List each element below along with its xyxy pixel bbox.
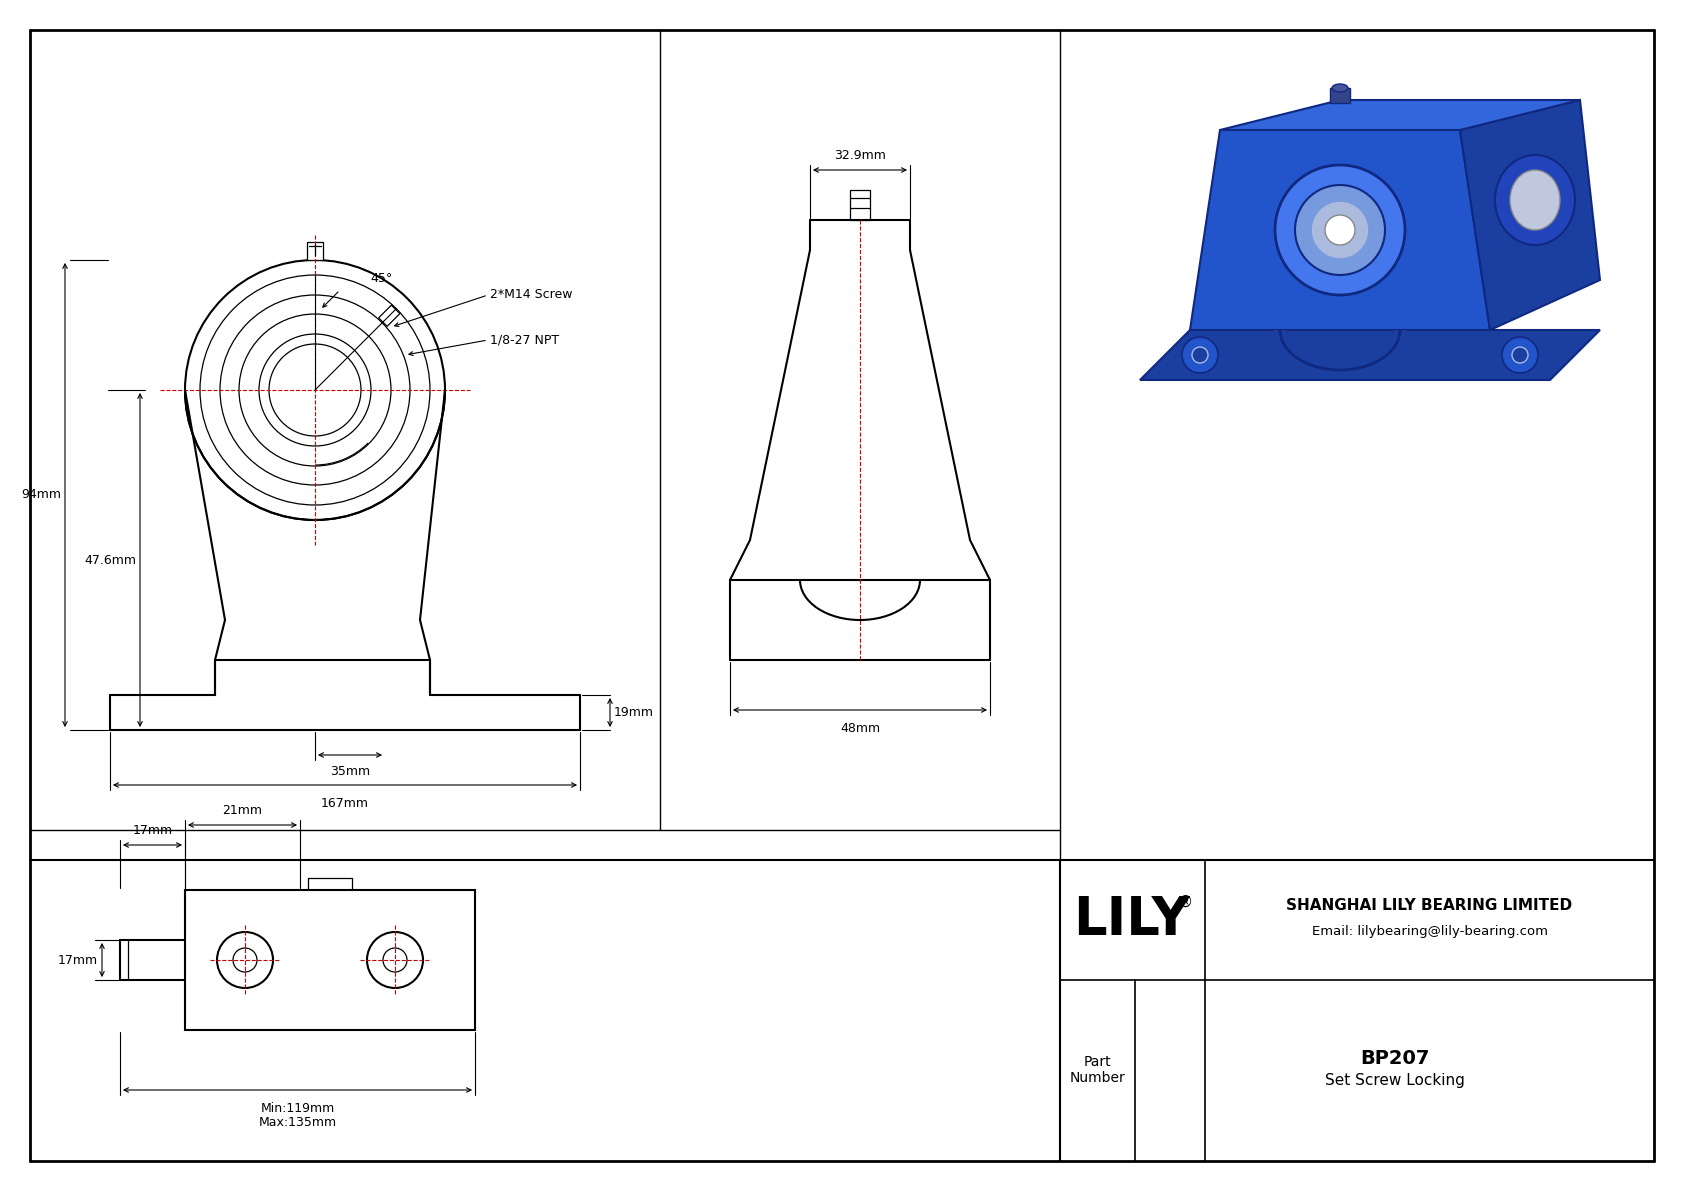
Circle shape <box>1182 337 1218 373</box>
Ellipse shape <box>1495 155 1575 245</box>
Text: 94mm: 94mm <box>20 488 61 501</box>
Text: BP207: BP207 <box>1359 1049 1430 1068</box>
Ellipse shape <box>1312 202 1367 257</box>
Text: 45°: 45° <box>370 272 392 285</box>
Text: Max:135mm: Max:135mm <box>258 1116 337 1129</box>
Text: 2*M14 Screw: 2*M14 Screw <box>490 288 573 301</box>
Circle shape <box>1192 347 1207 363</box>
Ellipse shape <box>1295 185 1384 275</box>
Text: 32.9mm: 32.9mm <box>834 149 886 162</box>
Ellipse shape <box>1332 85 1347 92</box>
Polygon shape <box>379 305 399 326</box>
Text: 21mm: 21mm <box>222 804 263 817</box>
Bar <box>850 191 871 220</box>
Ellipse shape <box>1511 170 1559 230</box>
Text: Number: Number <box>1069 1072 1125 1085</box>
Ellipse shape <box>1325 216 1356 245</box>
Polygon shape <box>1140 330 1600 380</box>
Text: Min:119mm: Min:119mm <box>261 1102 335 1115</box>
Text: 167mm: 167mm <box>322 797 369 810</box>
Circle shape <box>1502 337 1537 373</box>
Polygon shape <box>1191 130 1490 330</box>
Text: 17mm: 17mm <box>57 954 98 967</box>
Bar <box>185 890 475 1030</box>
Text: 1/8-27 NPT: 1/8-27 NPT <box>490 333 559 347</box>
Ellipse shape <box>1275 166 1404 295</box>
Polygon shape <box>1219 100 1580 130</box>
Text: 48mm: 48mm <box>840 722 881 735</box>
Text: 35mm: 35mm <box>330 765 370 778</box>
Text: Set Screw Locking: Set Screw Locking <box>1325 1073 1465 1089</box>
Text: Part: Part <box>1084 1055 1111 1070</box>
Bar <box>306 242 323 260</box>
Text: 47.6mm: 47.6mm <box>84 554 136 567</box>
Text: 19mm: 19mm <box>615 706 653 719</box>
Circle shape <box>1512 347 1527 363</box>
Text: 17mm: 17mm <box>133 824 172 837</box>
Text: SHANGHAI LILY BEARING LIMITED: SHANGHAI LILY BEARING LIMITED <box>1287 898 1573 913</box>
Text: Email: lilybearing@lily-bearing.com: Email: lilybearing@lily-bearing.com <box>1312 925 1548 939</box>
Text: LILY: LILY <box>1074 894 1191 946</box>
Bar <box>1330 88 1351 102</box>
Polygon shape <box>1460 100 1600 330</box>
Text: ®: ® <box>1177 894 1192 910</box>
